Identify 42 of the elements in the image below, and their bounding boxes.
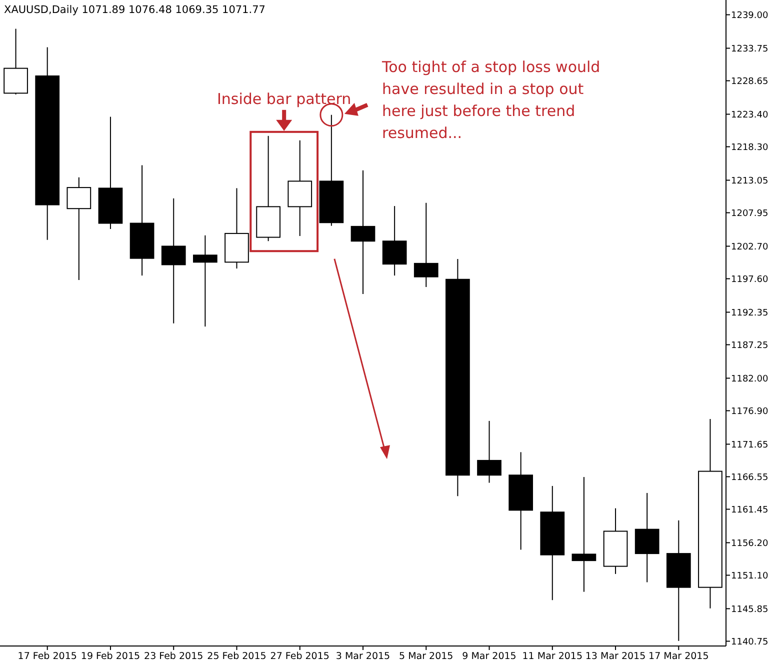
x-tick-label: 19 Feb 2015 [80, 651, 140, 662]
y-tick-label: 1233.75 [731, 44, 768, 54]
x-tick-label: 9 Mar 2015 [462, 651, 516, 662]
y-tick-label: 1182.00 [731, 374, 768, 384]
candlestick [382, 206, 407, 276]
y-tick-label: 1223.40 [731, 110, 768, 120]
candlestick [414, 202, 438, 288]
annotation: Inside bar pattern [216, 90, 352, 108]
candlestick [66, 176, 92, 281]
x-tick-label: 3 Mar 2015 [336, 651, 390, 662]
y-tick-label: 1145.85 [731, 604, 768, 615]
x-tick-label: 27 Feb 2015 [270, 651, 330, 662]
candlestick [350, 170, 376, 295]
y-tick-label: 1192.35 [731, 308, 768, 318]
x-tick-label: 13 Mar 2015 [585, 651, 646, 662]
y-tick-label: 1166.55 [731, 472, 768, 483]
candlestick [572, 476, 596, 592]
y-tick-label: 1207.95 [731, 208, 768, 219]
y-tick-label: 1213.05 [731, 176, 768, 186]
x-tick-label: 5 Mar 2015 [399, 651, 454, 662]
x-tick-label: 17 Feb 2015 [18, 651, 77, 662]
y-tick-label: 1161.45 [731, 505, 768, 516]
candlestick [192, 234, 218, 328]
y-tick-label: 1228.65 [731, 76, 768, 87]
y-tick-label: 1202.70 [731, 242, 768, 252]
y-tick-label: 1187.25 [731, 340, 768, 351]
x-tick-label: 11 Mar 2015 [522, 651, 583, 662]
y-tick-label: 1176.90 [731, 406, 768, 417]
annotation: Too tight of a stop loss would have resulted in a stop out here just before the trend resumed... [381, 58, 600, 142]
x-tick-label: 23 Feb 2015 [144, 651, 204, 662]
y-tick-label: 1151.10 [731, 571, 768, 582]
x-tick-label: 25 Feb 2015 [207, 651, 266, 662]
candlestick [161, 198, 186, 324]
y-tick-label: 1218.30 [731, 142, 768, 153]
chart-title: XAUUSD,Daily 1071.89 1076.48 1069.35 1071.77 [4, 4, 266, 16]
y-tick-label: 1156.20 [731, 538, 768, 549]
y-tick-label: 1171.65 [731, 440, 768, 450]
y-tick-label: 1140.75 [731, 637, 768, 648]
y-tick-label: 1197.60 [731, 274, 768, 285]
y-tick-label: 1239.00 [731, 10, 768, 21]
x-tick-label: 17 Mar 2015 [648, 651, 709, 662]
candlestick [477, 420, 502, 484]
